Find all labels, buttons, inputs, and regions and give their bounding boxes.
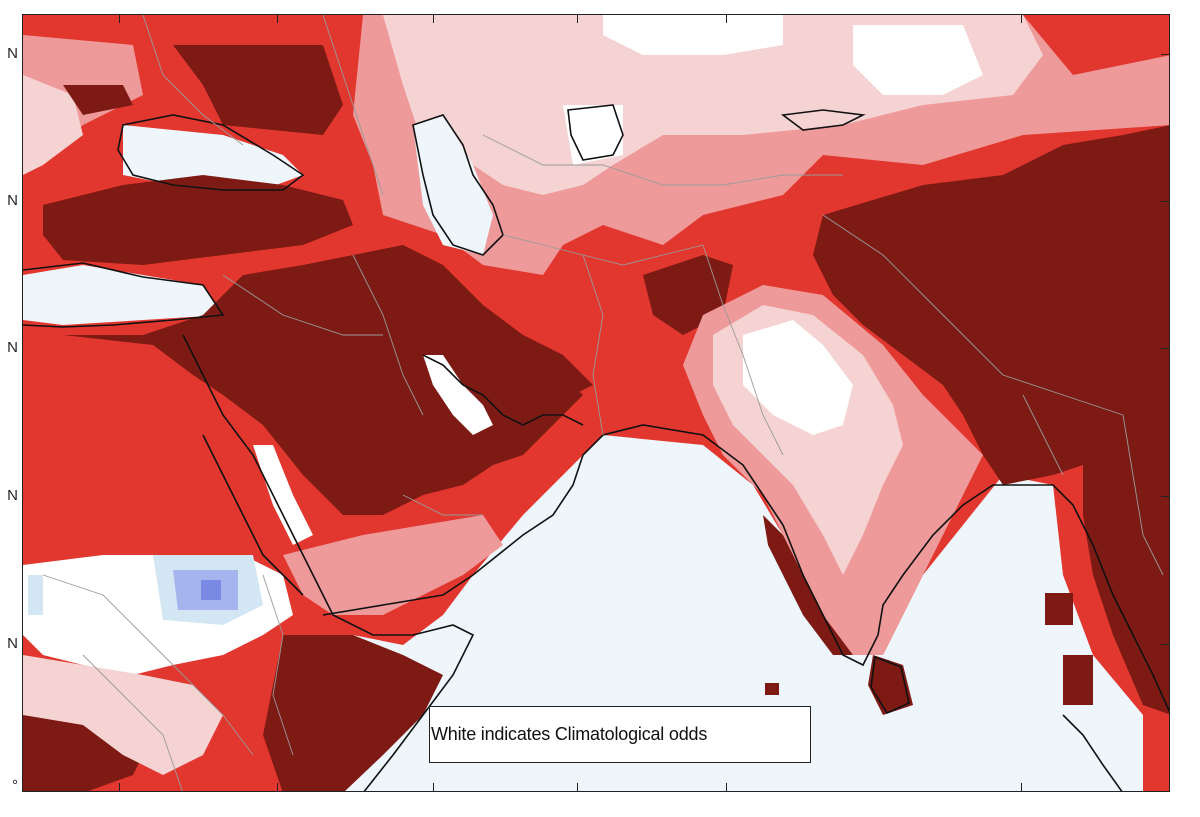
y-axis-tick <box>1161 496 1169 497</box>
sri-lanka-coastline <box>870 655 910 715</box>
russia-dark-red-zone <box>173 45 343 135</box>
x-axis-tick <box>577 783 578 791</box>
yemen-pink-zone <box>283 515 503 615</box>
border-line <box>1122 414 1164 576</box>
tibet-china-dark-red-zone <box>813 125 1169 495</box>
y-axis-tick <box>1161 54 1169 55</box>
turkey-dark-red-zone <box>43 175 353 265</box>
persian-gulf-coastline <box>422 354 584 426</box>
bay-of-bengal-dark-red-cell <box>1063 655 1093 705</box>
iran-dark-red-zone <box>353 245 593 395</box>
mediterranean-white-zone <box>23 265 223 325</box>
border-line <box>502 234 704 266</box>
aral-coastline <box>567 104 624 161</box>
black-sea-white-zone <box>123 125 303 190</box>
northern-white-zone <box>603 15 783 55</box>
border-line <box>1022 394 1064 476</box>
x-axis-tick <box>1021 15 1022 23</box>
y-axis-tick <box>1161 348 1169 349</box>
east-africa-pale-zone <box>23 655 223 775</box>
x-axis-tick <box>119 15 120 23</box>
latitude-label: N <box>7 45 18 62</box>
x-axis-tick <box>726 15 727 23</box>
border-line <box>822 214 1124 416</box>
bay-of-bengal-dark-red-cell <box>1045 593 1073 625</box>
mediterranean-coastline <box>23 262 225 328</box>
latitude-label: N <box>7 339 18 356</box>
latitude-label: N <box>7 487 18 504</box>
x-axis-tick <box>119 783 120 791</box>
map-canvas <box>23 15 1169 791</box>
x-axis-tick <box>726 783 727 791</box>
border-line <box>352 254 424 416</box>
border-line <box>142 15 244 146</box>
africa-red-sea-coastline <box>202 434 304 596</box>
latitude-label: ° <box>12 777 18 794</box>
southeast-asia-dark-red-zone <box>1083 455 1169 715</box>
gulf-of-aden-coastline <box>332 614 475 791</box>
latitude-label: N <box>7 635 18 652</box>
ethiopia-deep-blue-zone <box>201 580 221 600</box>
balkhash-coastline <box>780 109 866 131</box>
bay-of-bengal-islands-coastline <box>1062 714 1123 791</box>
north-india-white-zone <box>743 320 853 435</box>
y-axis-tick <box>1161 201 1169 202</box>
climatological-odds-note: White indicates Climatological odds <box>429 706 811 763</box>
europe-pale-zone <box>23 75 83 175</box>
x-axis-tick <box>1021 783 1022 791</box>
border-line <box>402 494 483 516</box>
sahel-light-blue-zone <box>28 575 43 615</box>
indian-ocean-dark-red-cell <box>765 683 779 695</box>
black-sea-coastline <box>117 114 305 191</box>
latitude-label: N <box>7 192 18 209</box>
caspian-white-zone <box>413 115 493 255</box>
border-line <box>482 134 843 186</box>
border-line <box>582 254 604 436</box>
x-axis-tick <box>277 15 278 23</box>
x-axis-tick <box>433 783 434 791</box>
border-line <box>222 274 383 336</box>
persian-gulf-white-strip <box>423 355 493 435</box>
border-line <box>42 574 254 756</box>
red-sea-coastline <box>182 334 334 616</box>
aral-white-zone <box>563 105 623 165</box>
x-axis-tick <box>433 15 434 23</box>
arabian-sea-coastline <box>322 424 1169 713</box>
border-line <box>262 574 294 756</box>
country-borders <box>42 15 1164 791</box>
horn-of-africa-dark-red-zone <box>263 635 443 791</box>
y-axis-tick <box>1161 644 1169 645</box>
russia-dark-red-zone <box>63 85 133 115</box>
border-line <box>82 654 183 791</box>
x-axis-tick <box>577 15 578 23</box>
red-sea-white-strip <box>253 445 313 545</box>
x-axis-tick <box>277 783 278 791</box>
northern-white-zone <box>853 25 983 95</box>
probabilistic-temperature-outlook-map <box>22 14 1170 792</box>
border-line <box>702 244 784 456</box>
border-line <box>322 15 384 196</box>
